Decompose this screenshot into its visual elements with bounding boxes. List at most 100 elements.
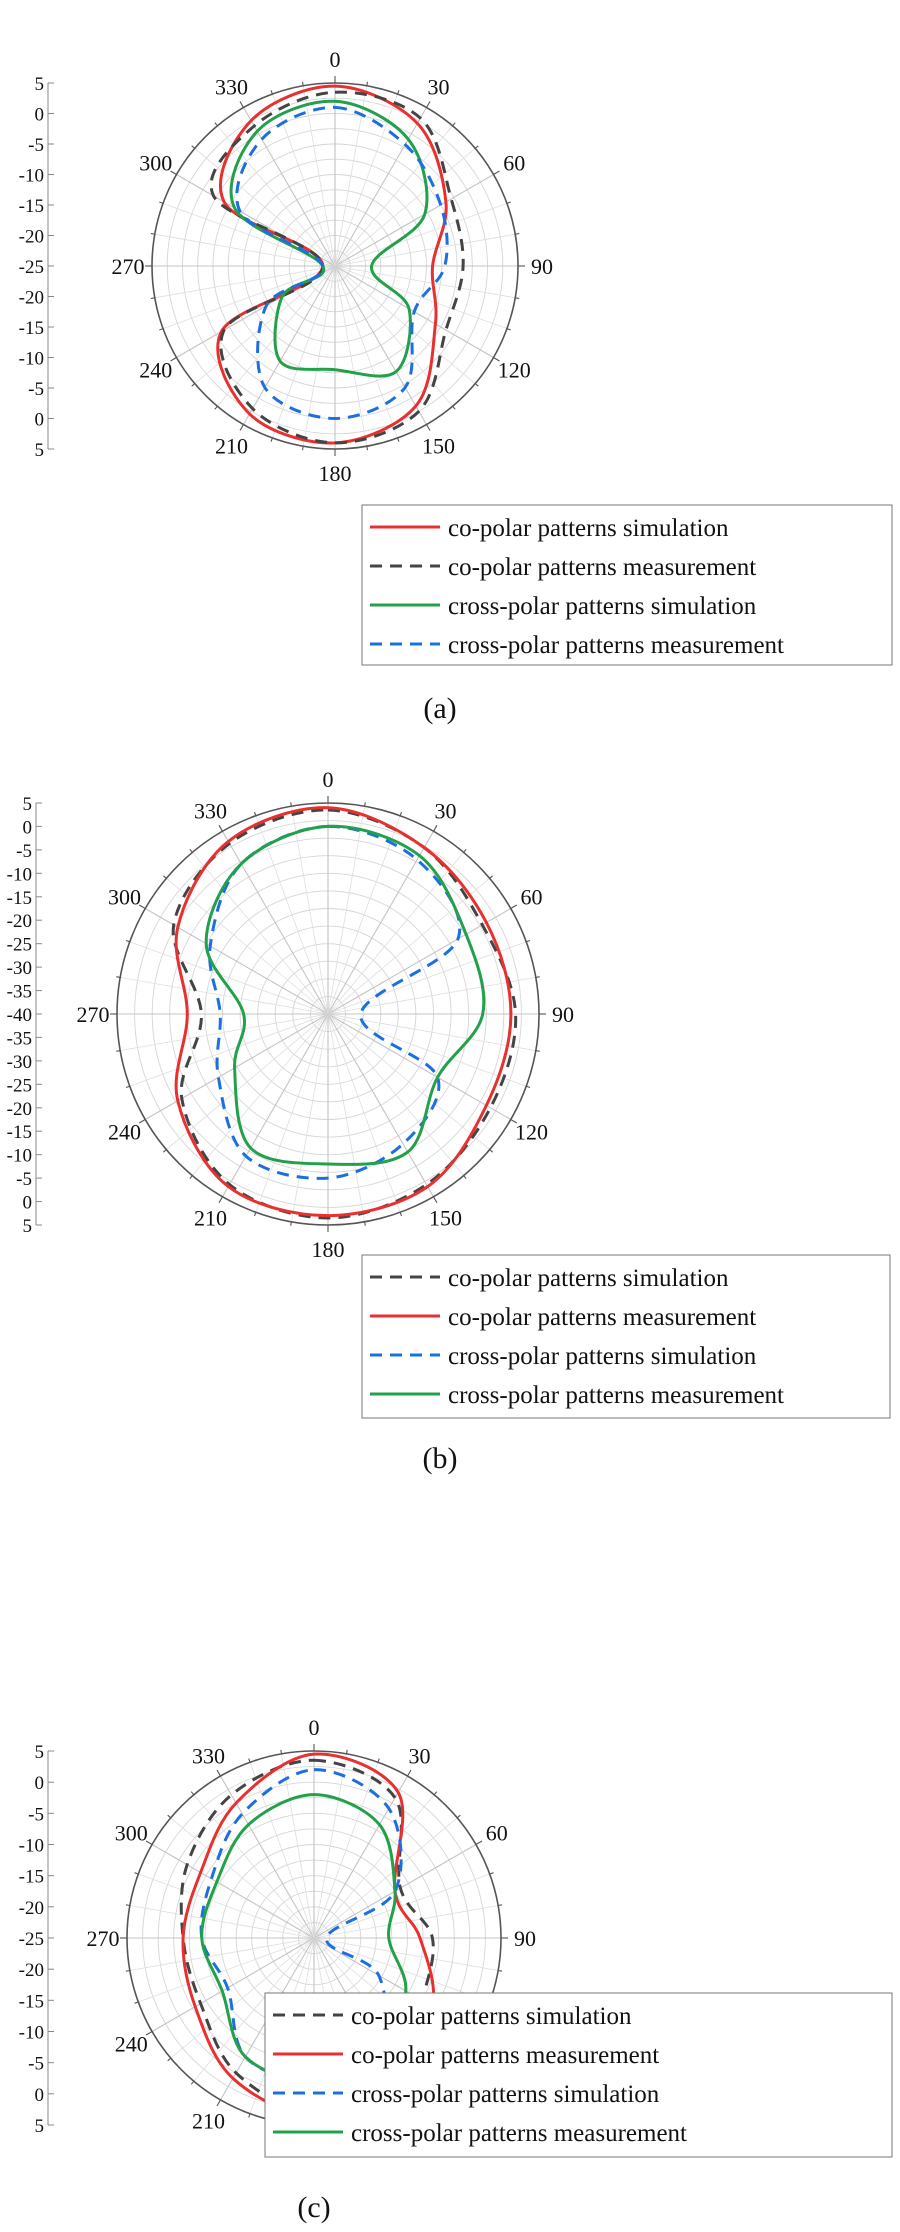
angle-tick — [170, 170, 177, 175]
angle-tick — [280, 1749, 283, 1754]
radial-tick-label: -30 — [7, 1052, 32, 1073]
grid-spoke — [313, 1794, 435, 1939]
angle-label: 60 — [503, 151, 525, 176]
radial-tick-label: -15 — [7, 888, 32, 909]
radial-tick-label: 5 — [35, 74, 45, 95]
series-line-1 — [171, 808, 518, 1220]
angle-label: 210 — [192, 2109, 225, 2134]
grid-spoke — [327, 1013, 365, 1222]
angle-tick — [366, 81, 369, 86]
figure-caption: (b) — [423, 1442, 458, 1475]
grid-spoke — [327, 1013, 434, 1197]
grid-spoke — [327, 878, 490, 1015]
grid-spoke — [313, 1873, 490, 1939]
grid-spoke — [222, 1013, 329, 1197]
series-line-2 — [209, 90, 465, 445]
angle-tick — [510, 1119, 518, 1124]
angle-tick — [407, 1769, 412, 1777]
legend-entry: cross-polar patterns simulation — [351, 2081, 660, 2108]
grid-spoke — [129, 1013, 329, 1087]
angle-tick — [526, 939, 531, 943]
angle-tick — [364, 1221, 366, 1226]
grid-spoke — [334, 93, 398, 267]
angle-label: 60 — [486, 1821, 508, 1846]
angle-tick — [134, 2001, 139, 2004]
legend-entry: co-polar patterns simulation — [351, 2003, 632, 2030]
angle-tick — [150, 232, 155, 235]
angle-tick — [426, 101, 431, 108]
legend: co-polar patterns simulation co-polar pat… — [361, 504, 893, 666]
angle-tick — [216, 2099, 221, 2107]
grid-spoke — [145, 1013, 329, 1120]
grid-spoke — [162, 203, 336, 267]
angle-tick — [218, 824, 223, 832]
series-line-2 — [174, 806, 513, 1218]
angle-tick — [125, 1969, 130, 1972]
angle-tick — [493, 357, 500, 362]
radial-tick-label: 0 — [23, 1193, 33, 1214]
angle-tick — [253, 811, 257, 816]
grid-spoke — [249, 1762, 315, 1939]
angle-tick — [134, 1872, 139, 1875]
angle-tick — [433, 1791, 438, 1796]
radial-tick-label: -20 — [7, 1099, 32, 1120]
radial-tick-label: -10 — [19, 1836, 44, 1857]
legend-entry: cross-polar patterns simulation — [448, 593, 757, 620]
radial-tick-label: -15 — [19, 1991, 44, 2012]
radial-tick-label: 0 — [35, 1773, 45, 1794]
angle-tick — [515, 297, 520, 300]
angle-tick — [515, 232, 520, 235]
angle-tick — [159, 328, 164, 331]
angle-tick — [526, 1085, 531, 1089]
radial-tick-label: -25 — [19, 257, 44, 278]
legend-entry: cross-polar patterns measurement — [448, 632, 784, 659]
angle-tick — [345, 1749, 348, 1754]
radial-tick-label: 5 — [35, 2116, 45, 2137]
radial-tick-label: -15 — [7, 1122, 32, 1143]
grid-spoke — [291, 1013, 329, 1222]
grid-spoke — [327, 815, 401, 1015]
angle-label: 90 — [531, 254, 553, 279]
grid-spoke — [334, 265, 516, 299]
angle-tick — [167, 2057, 172, 2062]
radial-tick-label: -40 — [7, 1005, 32, 1026]
angle-tick — [138, 904, 146, 909]
angle-tick — [452, 122, 456, 127]
grid-spoke — [334, 148, 476, 267]
legend-box — [361, 1254, 891, 1419]
grid-spoke — [327, 831, 434, 1015]
angle-label: 150 — [429, 1206, 462, 1231]
angle-tick — [239, 424, 244, 431]
grid-spoke — [334, 174, 494, 267]
angle-tick — [214, 405, 218, 410]
grid-spoke — [154, 233, 336, 267]
angle-label: 210 — [215, 433, 248, 458]
angle-tick — [474, 145, 479, 149]
radial-tick-label: -35 — [7, 1028, 32, 1049]
angle-tick — [162, 1149, 167, 1153]
angle-tick — [116, 976, 121, 978]
grid-spoke — [192, 1013, 329, 1176]
grid-spoke — [194, 148, 336, 267]
polar-chart-a: 0 30 60 90 120 150 180 210 240 270 300 330 5 0 -5 -10 -1… — [19, 47, 893, 725]
angle-label: 90 — [552, 1002, 574, 1027]
angle-label: 30 — [435, 799, 457, 824]
grid-spoke — [313, 1817, 458, 1939]
angle-label: 330 — [192, 1743, 225, 1768]
legend-entry: co-polar patterns measurement — [448, 554, 756, 581]
grid-spoke — [327, 1013, 490, 1150]
angle-tick — [489, 1872, 494, 1875]
radial-tick-label: 5 — [35, 440, 45, 461]
radial-tick-label: -35 — [7, 982, 32, 1003]
radial-tick-label: -25 — [7, 935, 32, 956]
angle-tick — [218, 1196, 223, 1204]
angle-label: 30 — [428, 75, 450, 100]
angle-tick — [506, 201, 511, 204]
legend-entry: co-polar patterns measurement — [351, 2042, 659, 2069]
angle-tick — [290, 1221, 292, 1226]
angle-tick — [366, 446, 369, 451]
grid-spoke — [192, 852, 329, 1015]
angle-tick — [463, 1175, 467, 1180]
angle-tick — [397, 437, 400, 442]
